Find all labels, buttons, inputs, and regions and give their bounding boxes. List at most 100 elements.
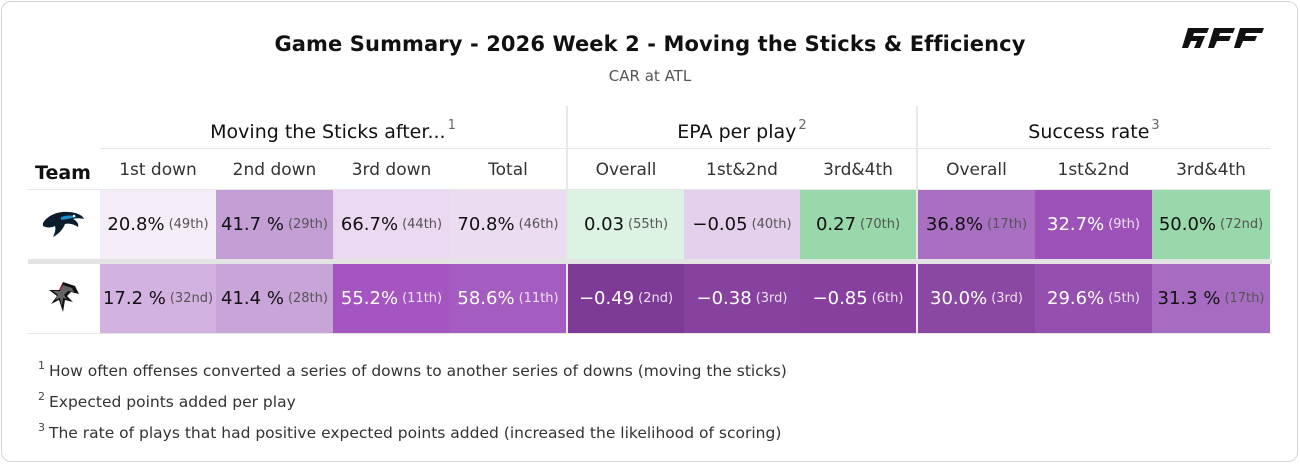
- cell-value: 70.8%: [457, 214, 515, 235]
- footnote-marker: 2: [798, 118, 807, 133]
- cell-value: 31.3 %: [1157, 288, 1221, 309]
- column-header: 3rd down: [351, 160, 432, 180]
- group-header-label: Success rate: [1028, 121, 1150, 143]
- table-cell: 50.0% (72nd): [1152, 190, 1270, 259]
- footnote-text: Expected points added per play: [49, 393, 296, 411]
- footnote-2: 2 Expected points added per play: [38, 390, 296, 411]
- group-header-label: Moving the Sticks after...: [210, 121, 446, 143]
- group-underline: [100, 148, 566, 149]
- cell-value: 41.7 %: [221, 214, 284, 235]
- cell-rank: (3rd): [755, 291, 788, 306]
- cell-rank: (5th): [1108, 291, 1140, 306]
- cell-value: 17.2 %: [102, 288, 166, 309]
- footnote-1: 1 How often offenses converted a series o…: [38, 359, 787, 380]
- page-title: Game Summary - 2026 Week 2 - Moving the …: [274, 32, 1026, 56]
- cell-rank: (40th): [751, 217, 792, 232]
- falcons-logo-icon: [45, 280, 81, 318]
- cell-rank: (9th): [1108, 217, 1140, 232]
- table-bottom-border: [28, 333, 1272, 334]
- column-header: 1st down: [119, 160, 197, 180]
- column-header: 1st&2nd: [1057, 160, 1130, 180]
- footnote-marker: 1: [447, 118, 456, 133]
- cell-value: 36.8%: [925, 214, 984, 235]
- table-cell: −0.49 (2nd): [568, 264, 684, 333]
- cell-value: 0.27: [815, 214, 857, 235]
- cell-rank: (17th): [987, 217, 1028, 232]
- column-header: 1st&2nd: [706, 160, 778, 180]
- table-cell: 32.7% (9th): [1035, 190, 1152, 259]
- footnote-text: How often offenses converted a series of…: [49, 362, 787, 380]
- pff-logo-icon: [1182, 28, 1264, 48]
- column-header: 2nd down: [232, 160, 317, 180]
- cell-rank: (28th): [287, 291, 328, 306]
- row-divider: [28, 259, 1272, 264]
- cell-rank: (55th): [628, 217, 669, 232]
- header-row-divider: [28, 189, 1272, 190]
- table-cell: 55.2% (11th): [333, 264, 450, 333]
- cell-value: 30.0%: [930, 288, 988, 309]
- team-cell-atl: [30, 264, 96, 333]
- page-subtitle: CAR at ATL: [608, 67, 692, 85]
- table-cell: 20.8% (49th): [100, 190, 216, 259]
- table-cell: 30.0% (3rd): [918, 264, 1035, 333]
- cell-value: −0.49: [578, 288, 635, 309]
- cell-value: 29.6%: [1047, 288, 1105, 309]
- table-cell: 17.2 % (32nd): [100, 264, 216, 333]
- column-header: Total: [488, 160, 528, 180]
- column-header: 3rd&4th: [1176, 160, 1246, 180]
- cell-rank: (29th): [287, 217, 328, 232]
- cell-value: −0.38: [696, 288, 752, 309]
- group-divider: [566, 106, 568, 333]
- table-cell: 58.6% (11th): [450, 264, 566, 333]
- group-underline: [918, 148, 1270, 149]
- cell-rank: (11th): [518, 291, 559, 306]
- panthers-logo-icon: [41, 209, 85, 243]
- table-cell: −0.85 (6th): [800, 264, 916, 333]
- footnote-3: 3 The rate of plays that had positive exp…: [38, 421, 781, 442]
- footnote-number: 1: [38, 359, 45, 372]
- cell-rank: (72nd): [1220, 217, 1264, 232]
- group-divider: [916, 106, 918, 333]
- cell-value: 0.03: [583, 214, 625, 235]
- cell-value: −0.85: [812, 288, 868, 309]
- footnote-marker: 3: [1151, 118, 1160, 133]
- cell-rank: (6th): [871, 291, 904, 306]
- table-cell: 41.7 % (29th): [216, 190, 333, 259]
- cell-value: 50.0%: [1158, 214, 1216, 235]
- cell-rank: (32nd): [169, 291, 214, 306]
- cell-value: 58.6%: [457, 288, 515, 309]
- table-cell: −0.38 (3rd): [684, 264, 800, 333]
- cell-value: −0.05: [692, 214, 748, 235]
- cell-value: 55.2%: [340, 288, 399, 309]
- table-cell: 29.6% (5th): [1035, 264, 1152, 333]
- column-header: Overall: [946, 160, 1007, 180]
- cell-rank: (46th): [518, 217, 559, 232]
- cell-rank: (49th): [168, 217, 209, 232]
- table-cell: 66.7% (44th): [333, 190, 450, 259]
- cell-value: 20.8%: [107, 214, 165, 235]
- column-header: 3rd&4th: [823, 160, 893, 180]
- cell-value: 66.7%: [340, 214, 399, 235]
- team-cell-car: [30, 192, 96, 259]
- table-cell: 0.03 (55th): [568, 190, 684, 259]
- table-cell: 41.4 % (28th): [216, 264, 333, 333]
- group-header-epa: EPA per play 2: [568, 118, 916, 146]
- footnote-text: The rate of plays that had positive expe…: [49, 424, 782, 442]
- table-cell: 36.8% (17th): [918, 190, 1035, 259]
- cell-rank: (17th): [1224, 291, 1265, 306]
- group-header-success-rate: Success rate 3: [918, 118, 1270, 146]
- cell-rank: (2nd): [638, 291, 674, 306]
- cell-rank: (11th): [402, 291, 443, 306]
- cell-rank: (70th): [860, 217, 901, 232]
- table-cell: 70.8% (46th): [450, 190, 566, 259]
- group-underline: [568, 148, 916, 149]
- group-header-moving-sticks: Moving the Sticks after... 1: [100, 118, 566, 146]
- footnote-number: 3: [38, 421, 45, 434]
- column-header: Overall: [595, 160, 657, 180]
- column-header-team: Team: [35, 162, 91, 184]
- cell-value: 41.4 %: [221, 288, 284, 309]
- table-cell: 0.27 (70th): [800, 190, 916, 259]
- table-cell: −0.05 (40th): [684, 190, 800, 259]
- group-header-label: EPA per play: [677, 121, 797, 143]
- table-cell: 31.3 % (17th): [1152, 264, 1270, 333]
